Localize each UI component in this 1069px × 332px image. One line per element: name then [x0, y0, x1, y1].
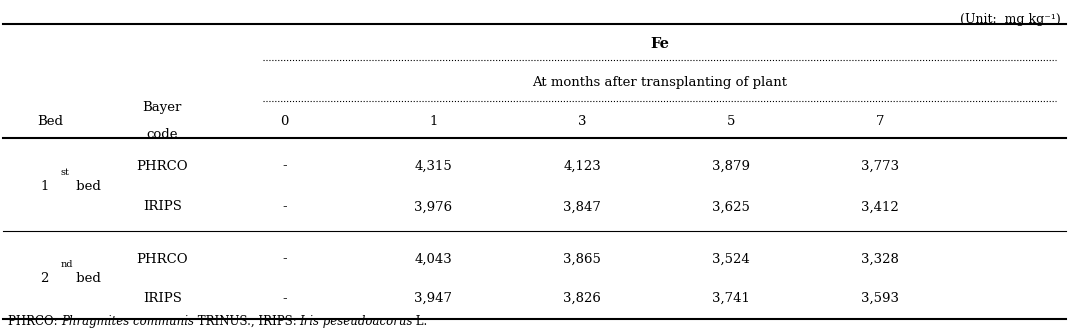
Text: Iris peseudoacorus: Iris peseudoacorus	[299, 315, 413, 328]
Text: 4,123: 4,123	[563, 159, 601, 173]
Text: -: -	[282, 159, 286, 173]
Text: 3,947: 3,947	[415, 292, 452, 305]
Text: st: st	[60, 168, 69, 177]
Text: -: -	[282, 200, 286, 213]
Text: L.: L.	[413, 315, 428, 328]
Text: TRINUS., IRIPS:: TRINUS., IRIPS:	[193, 315, 300, 328]
Text: 3,625: 3,625	[712, 200, 750, 213]
Text: 3,328: 3,328	[862, 253, 899, 266]
Text: IRIPS: IRIPS	[143, 200, 182, 213]
Text: 3,879: 3,879	[712, 159, 750, 173]
Text: nd: nd	[60, 260, 73, 269]
Text: bed: bed	[72, 272, 100, 285]
Text: 3: 3	[578, 116, 587, 128]
Text: code: code	[146, 128, 179, 141]
Text: 2: 2	[40, 272, 48, 285]
Text: At months after transplanting of plant: At months after transplanting of plant	[532, 76, 787, 89]
Text: 3,976: 3,976	[415, 200, 452, 213]
Text: 0: 0	[280, 116, 289, 128]
Text: PHRCO: PHRCO	[137, 159, 188, 173]
Text: 5: 5	[727, 116, 735, 128]
Text: Bayer: Bayer	[142, 101, 182, 114]
Text: -: -	[282, 253, 286, 266]
Text: 1: 1	[430, 116, 437, 128]
Text: Phragmites communis: Phragmites communis	[61, 315, 195, 328]
Text: IRIPS: IRIPS	[143, 292, 182, 305]
Text: 3,524: 3,524	[712, 253, 750, 266]
Text: 3,412: 3,412	[862, 200, 899, 213]
Text: Bed: Bed	[37, 116, 64, 128]
Text: 1: 1	[40, 180, 48, 193]
Text: 4,043: 4,043	[415, 253, 452, 266]
Text: 3,865: 3,865	[563, 253, 601, 266]
Text: PHRCO: PHRCO	[137, 253, 188, 266]
Text: 3,847: 3,847	[563, 200, 601, 213]
Text: 3,593: 3,593	[862, 292, 899, 305]
Text: 3,773: 3,773	[861, 159, 899, 173]
Text: -: -	[282, 292, 286, 305]
Text: 3,826: 3,826	[563, 292, 601, 305]
Text: bed: bed	[72, 180, 100, 193]
Text: (Unit:  mg kg⁻¹): (Unit: mg kg⁻¹)	[960, 13, 1060, 26]
Text: 4,315: 4,315	[415, 159, 452, 173]
Text: PHRCO:: PHRCO:	[9, 315, 62, 328]
Text: 3,741: 3,741	[712, 292, 750, 305]
Text: 7: 7	[876, 116, 884, 128]
Text: Fe: Fe	[650, 37, 669, 50]
